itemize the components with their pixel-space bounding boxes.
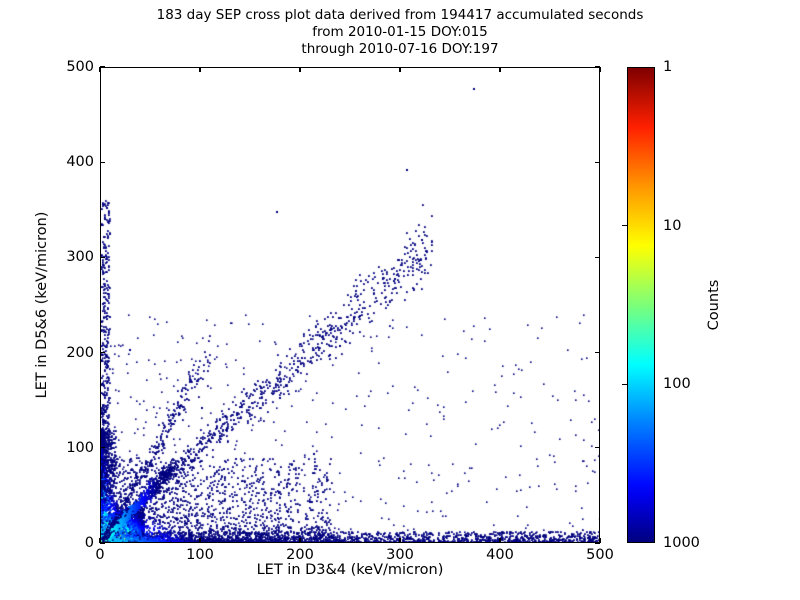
colorbar-tick-label: 1000 bbox=[663, 535, 700, 551]
colorbar-tick-label: 1 bbox=[663, 59, 673, 75]
x-axis-tick bbox=[299, 538, 301, 543]
x-axis-tick-label: 400 bbox=[486, 547, 514, 563]
colorbar: 1000 100 10 1 bbox=[622, 59, 700, 551]
x-axis-tick bbox=[199, 538, 201, 543]
x-axis-label: LET in D3&4 (keV/micron) bbox=[256, 562, 444, 578]
y-axis-tick-right bbox=[595, 66, 600, 68]
y-axis-tick bbox=[100, 352, 105, 354]
colorbar-gradient bbox=[627, 67, 655, 543]
chart-title-line-3: through 2010-07-16 DOY:197 bbox=[301, 41, 499, 57]
y-axis-tick-right bbox=[595, 447, 600, 449]
y-axis-tick bbox=[100, 256, 105, 258]
x-axis-tick-label: 500 bbox=[586, 547, 614, 563]
y-axis-tick-label: 0 bbox=[84, 535, 94, 551]
colorbar-tick bbox=[622, 225, 628, 227]
x-axis-tick-label: 200 bbox=[286, 547, 314, 563]
x-axis-tick bbox=[599, 538, 601, 543]
colorbar-tick-label: 10 bbox=[663, 217, 682, 234]
y-axis-tick bbox=[100, 447, 105, 449]
x-axis-tick-top bbox=[399, 67, 401, 72]
colorbar-label: Counts bbox=[706, 279, 722, 331]
x-axis-tick-top bbox=[299, 67, 301, 72]
y-axis-tick-label: 300 bbox=[66, 249, 94, 266]
y-axis-tick-right bbox=[595, 542, 600, 544]
y-axis-tick-label: 100 bbox=[66, 439, 94, 456]
x-axis-tick-top bbox=[499, 67, 501, 72]
plot-area bbox=[100, 67, 600, 543]
x-axis-tick-top bbox=[199, 67, 201, 72]
x-axis-tick-label: 100 bbox=[186, 547, 214, 563]
y-axis-label: LET in D5&6 (keV/micron) bbox=[34, 211, 50, 399]
x-axis-tick-label: 0 bbox=[95, 547, 105, 563]
scatter-plot-points bbox=[101, 68, 599, 542]
y-axis-tick bbox=[100, 542, 105, 544]
x-axis-tick bbox=[499, 538, 501, 543]
x-axis-tick bbox=[99, 538, 101, 543]
chart-title-line-2: from 2010-01-15 DOY:015 bbox=[312, 24, 488, 40]
chart-title: 183 day SEP cross plot data derived from… bbox=[0, 7, 800, 58]
x-axis-tick-top bbox=[99, 67, 101, 72]
y-axis-tick-label: 400 bbox=[66, 154, 94, 171]
colorbar-tick-label: 100 bbox=[663, 376, 691, 393]
x-axis-tick-top bbox=[599, 67, 601, 72]
y-axis-tick bbox=[100, 66, 105, 68]
y-axis-tick-label: 200 bbox=[66, 344, 94, 361]
x-axis-tick bbox=[399, 538, 401, 543]
y-axis-tick-right bbox=[595, 161, 600, 163]
x-axis-tick-label: 300 bbox=[386, 547, 414, 563]
y-axis-tick-right bbox=[595, 256, 600, 258]
y-axis-tick-label: 500 bbox=[66, 59, 94, 75]
y-axis-tick-right bbox=[595, 352, 600, 354]
colorbar-tick bbox=[622, 383, 628, 385]
y-axis-tick bbox=[100, 161, 105, 163]
chart-title-line-1: 183 day SEP cross plot data derived from… bbox=[156, 7, 644, 23]
